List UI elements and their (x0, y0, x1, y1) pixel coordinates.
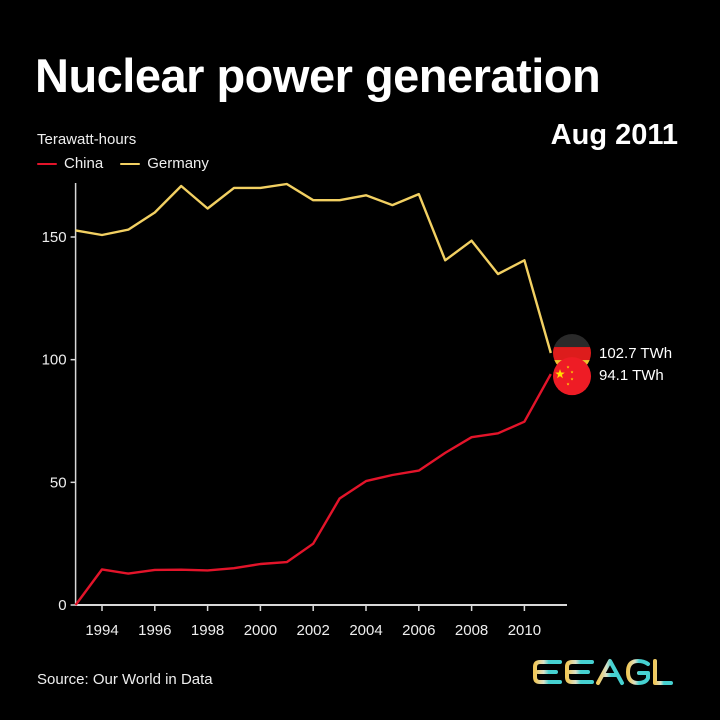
china-end-label: 94.1 TWh (599, 367, 664, 384)
germany-end-label: 102.7 TWh (599, 345, 672, 362)
end-markers: 102.7 TWh 94.1 TWh (553, 334, 672, 396)
y-axis-unit-label: Terawatt-hours (37, 131, 137, 148)
x-tick-label: 2002 (297, 622, 330, 639)
axes: 0 50 100 150 1994 1996 1998 2000 2002 2004 2006 200… (42, 183, 567, 639)
legend: China Germany (37, 155, 218, 172)
date-label: Aug 2011 (550, 119, 678, 151)
source-note: Source: Our World in Data (37, 671, 213, 688)
series-line-germany (75, 182, 552, 354)
series-line-china (74, 373, 552, 606)
legend-label-germany: Germany (147, 155, 209, 172)
x-tick-label: 1998 (191, 622, 224, 639)
series-lines (74, 182, 552, 606)
china-flag-icon (553, 357, 591, 396)
legend-label-china: China (64, 155, 104, 172)
x-tick-label: 1996 (138, 622, 171, 639)
x-tick-label: 2000 (244, 622, 277, 639)
y-tick-label: 150 (42, 229, 67, 246)
legend-swatch-germany (120, 162, 141, 165)
legend-item-germany[interactable]: Germany (120, 155, 209, 172)
y-tick-label: 100 (42, 352, 67, 369)
legend-swatch-china (37, 162, 57, 165)
x-tick-label: 2008 (455, 622, 488, 639)
eeagli-logo (533, 659, 681, 685)
x-tick-label: 2006 (402, 622, 435, 639)
y-tick-label: 0 (58, 597, 66, 614)
x-tick-label: 1994 (85, 622, 118, 639)
x-tick-label: 2010 (508, 622, 541, 639)
x-tick-label: 2004 (349, 622, 382, 639)
y-tick-label: 50 (50, 474, 67, 491)
chart-title: Nuclear power generation (35, 49, 601, 102)
legend-item-china[interactable]: China (37, 155, 103, 172)
